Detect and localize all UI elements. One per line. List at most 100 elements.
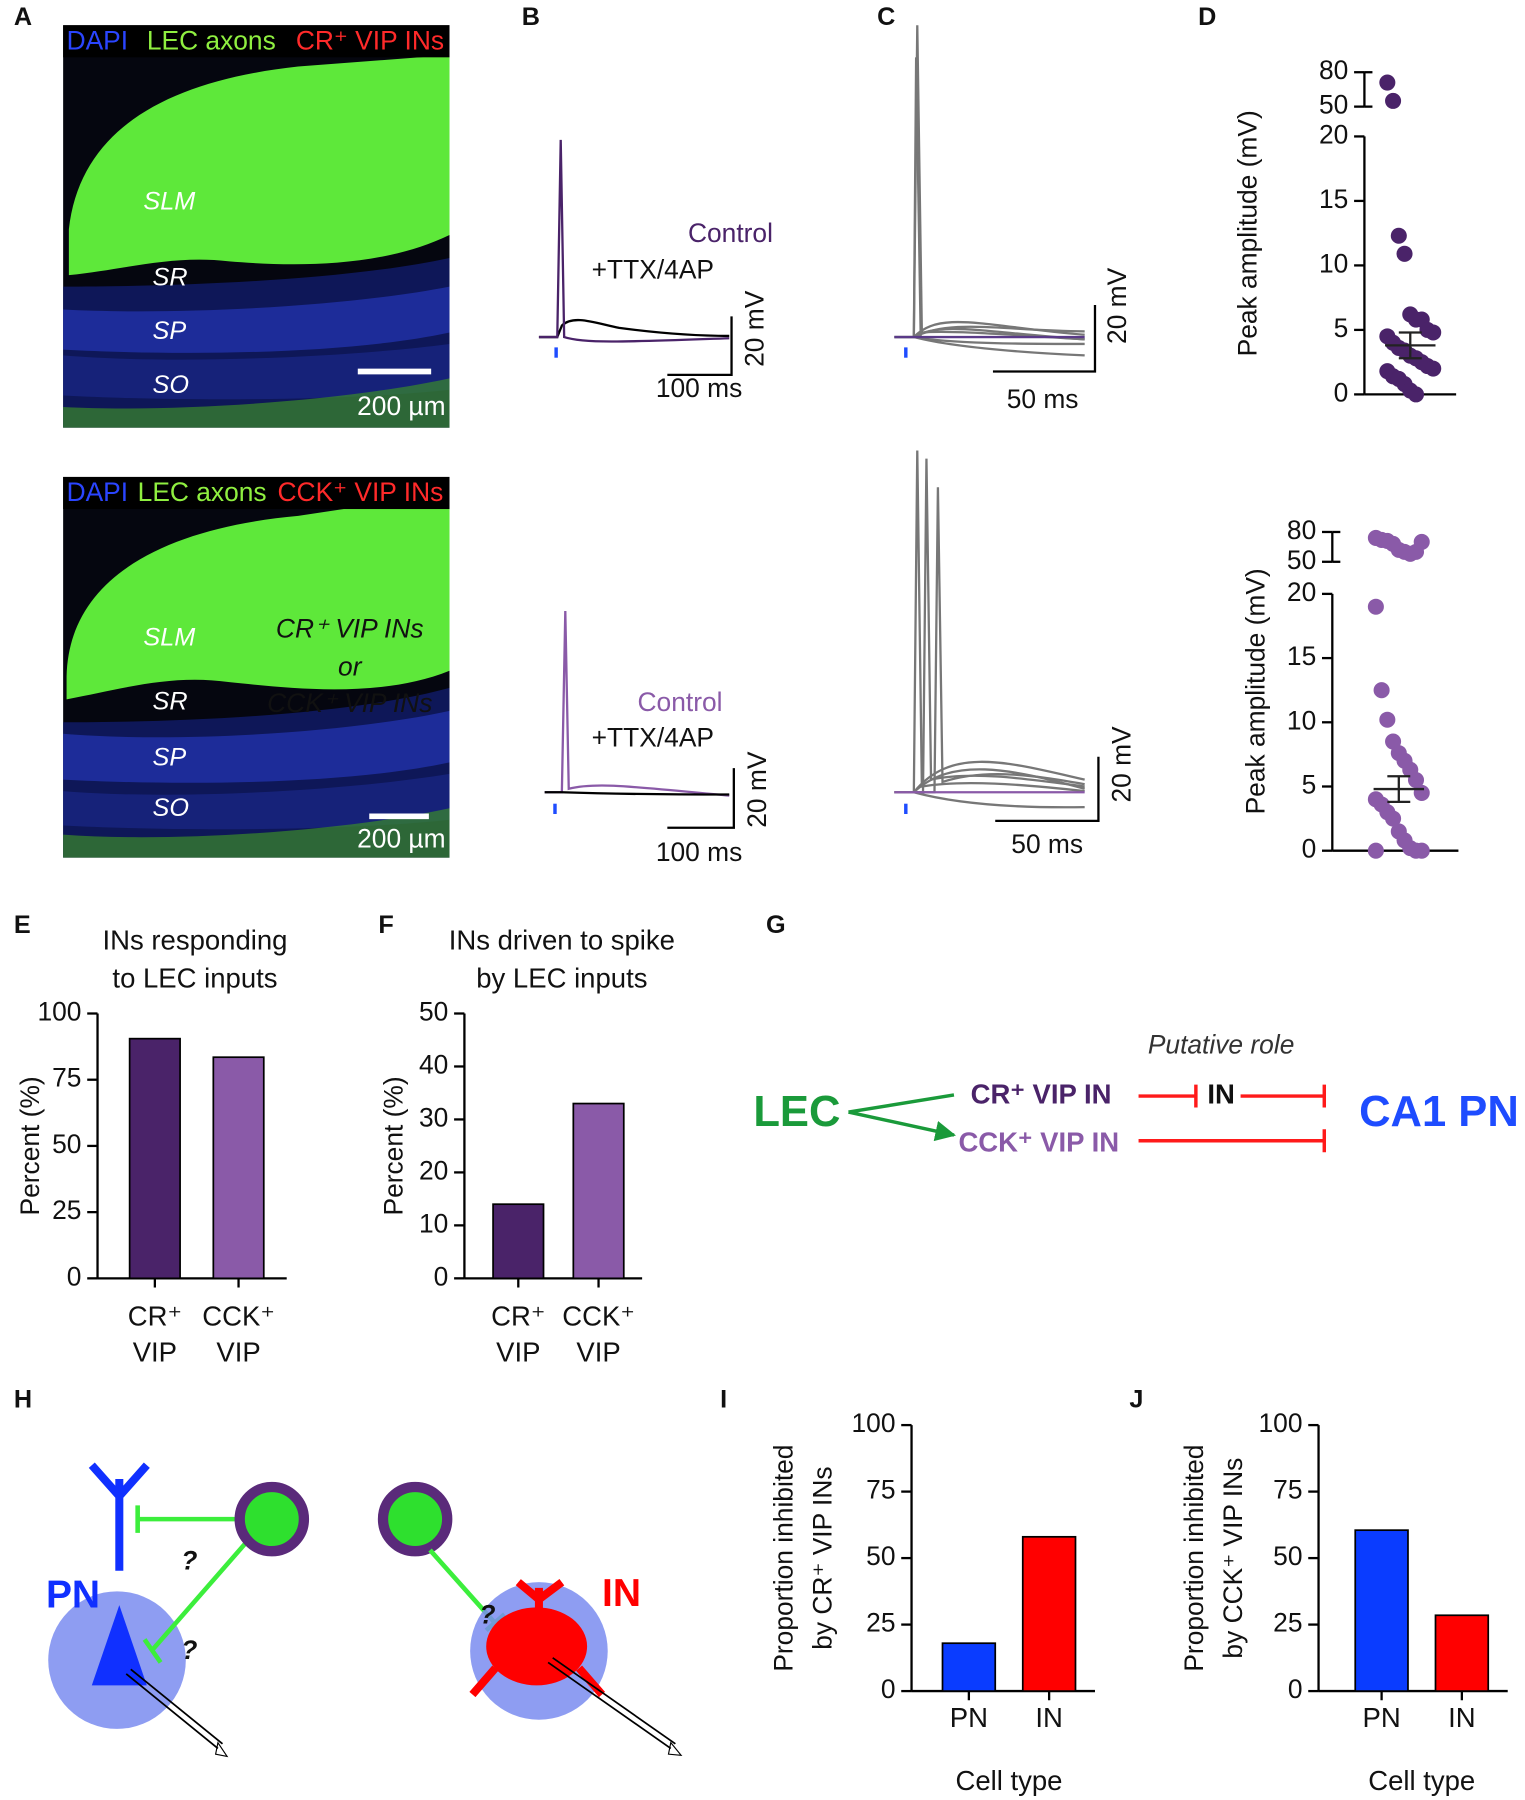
y-tick-label: 20 bbox=[1287, 577, 1316, 607]
y-tick-label: 15 bbox=[1287, 641, 1316, 671]
y-tick-label: 75 bbox=[866, 1475, 895, 1505]
data-point bbox=[1425, 324, 1442, 341]
region-label: SLM bbox=[143, 188, 195, 216]
y-tick-label: 80 bbox=[1287, 515, 1316, 545]
chart-title: INs responding bbox=[102, 925, 287, 956]
overlay-panel: 50 ms 20 mV 50 ms 20 mV bbox=[894, 25, 1137, 859]
legend-label: Control bbox=[688, 218, 773, 248]
panel-label: C bbox=[877, 3, 895, 31]
y-axis-label: by CCK⁺ VIP INs bbox=[1218, 1458, 1248, 1659]
bar bbox=[128, 1037, 181, 1280]
y-tick-label: 75 bbox=[52, 1063, 81, 1093]
micrograph: DAPI LEC axons CR⁺ VIP INs SLM SR SP SO … bbox=[63, 25, 450, 428]
data-point bbox=[1413, 533, 1430, 550]
y-tick-label: 50 bbox=[1273, 1541, 1302, 1571]
data-point bbox=[1379, 711, 1396, 728]
y-tick-label: 0 bbox=[67, 1261, 82, 1291]
diagram-title: Putative role bbox=[1148, 1030, 1295, 1060]
region-label: SP bbox=[153, 744, 187, 772]
y-tick-label: 5 bbox=[1302, 769, 1317, 799]
chart-title: INs driven to spike bbox=[449, 925, 675, 956]
data-point bbox=[1367, 842, 1384, 859]
node: IN bbox=[1207, 1078, 1235, 1109]
y-tick-label: 25 bbox=[52, 1195, 81, 1225]
x-tick-label: PN bbox=[950, 1702, 988, 1733]
y-tick-label: 100 bbox=[37, 996, 81, 1026]
stain-label: LEC axons bbox=[147, 25, 276, 55]
y-tick-label: 20 bbox=[419, 1155, 448, 1185]
trace-panel: Control +TTX/4AP 100 ms 20 mV Control +T… bbox=[538, 139, 773, 867]
region-label: SLM bbox=[143, 623, 195, 651]
scale-label: 100 ms bbox=[656, 373, 742, 403]
x-tick-label: CCK⁺ bbox=[562, 1301, 635, 1332]
legend-label: +TTX/4AP bbox=[592, 255, 714, 285]
y-tick-label: 10 bbox=[1287, 705, 1316, 735]
x-tick-label: VIP bbox=[133, 1336, 177, 1367]
scale-label: 20 mV bbox=[1107, 726, 1137, 803]
cell-label: PN bbox=[46, 1573, 100, 1616]
node: LEC bbox=[753, 1088, 840, 1136]
data-point bbox=[1385, 92, 1402, 109]
y-tick-label: 50 bbox=[419, 996, 448, 1026]
data-point bbox=[1413, 842, 1430, 859]
legend-label: Control bbox=[638, 687, 723, 717]
legend-label: +TTX/4AP bbox=[592, 722, 714, 752]
y-tick-label: 50 bbox=[1319, 90, 1348, 120]
diagram-title: CCK⁺ VIP INs bbox=[267, 688, 432, 718]
region-label: SR bbox=[153, 263, 188, 291]
x-tick-label: VIP bbox=[496, 1336, 540, 1367]
node: CR⁺ VIP IN bbox=[971, 1078, 1112, 1109]
circuit-diagram: Putative role LEC CR⁺ VIP IN IN CCK⁺ VIP… bbox=[753, 1030, 1518, 1158]
panel-label: H bbox=[14, 1386, 32, 1414]
bar bbox=[212, 1056, 265, 1280]
node: CCK⁺ VIP IN bbox=[958, 1126, 1119, 1157]
y-tick-label: 25 bbox=[1273, 1608, 1302, 1638]
x-axis-label: Cell type bbox=[1368, 1765, 1475, 1796]
chart-title: to LEC inputs bbox=[112, 963, 277, 994]
y-tick-label: 0 bbox=[1334, 377, 1349, 407]
bar bbox=[941, 1642, 997, 1692]
bar bbox=[492, 1203, 545, 1280]
panel-label: F bbox=[378, 911, 393, 939]
y-tick-label: 40 bbox=[419, 1049, 448, 1079]
x-axis-label: Cell type bbox=[955, 1765, 1062, 1796]
data-point bbox=[1373, 682, 1390, 699]
data-point bbox=[1407, 772, 1425, 789]
stain-label: DAPI bbox=[67, 477, 129, 507]
y-axis-label: Peak amplitude (mV) bbox=[1233, 110, 1263, 356]
scale-label: 20 mV bbox=[740, 290, 770, 367]
unknown-mark: ? bbox=[181, 1546, 197, 1576]
cell-diagram: CR⁺ VIP INs or CCK⁺ VIP INs PN ? ? IN ? bbox=[46, 614, 683, 1758]
y-tick-label: 5 bbox=[1334, 313, 1349, 343]
y-tick-label: 50 bbox=[866, 1541, 895, 1571]
stain-label: CR⁺ VIP INs bbox=[296, 25, 444, 55]
y-tick-label: 50 bbox=[1287, 545, 1316, 575]
bar bbox=[1021, 1535, 1077, 1692]
stain-label: DAPI bbox=[67, 25, 129, 55]
x-tick-label: PN bbox=[1363, 1702, 1401, 1733]
y-tick-label: 100 bbox=[1259, 1408, 1303, 1438]
panel-label: G bbox=[766, 911, 786, 939]
y-tick-label: 75 bbox=[1273, 1475, 1302, 1505]
data-point bbox=[1407, 386, 1425, 403]
unknown-mark: ? bbox=[479, 1600, 495, 1630]
y-tick-label: 0 bbox=[1288, 1674, 1303, 1704]
data-point bbox=[1367, 598, 1384, 615]
scale-label: 100 ms bbox=[656, 837, 742, 867]
y-axis-label: Percent (%) bbox=[379, 1076, 409, 1215]
y-axis-label: by CR⁺ VIP INs bbox=[807, 1466, 837, 1649]
y-axis-label: Proportion inhibited bbox=[1179, 1445, 1209, 1672]
y-tick-label: 0 bbox=[434, 1261, 449, 1291]
panel-label: D bbox=[1198, 3, 1216, 31]
diagram-title: or bbox=[338, 651, 363, 681]
y-axis-label: Percent (%) bbox=[15, 1076, 45, 1215]
x-tick-label: VIP bbox=[576, 1336, 620, 1367]
y-tick-label: 0 bbox=[1302, 834, 1317, 864]
y-axis-label: Peak amplitude (mV) bbox=[1241, 568, 1271, 814]
x-tick-label: CR⁺ bbox=[128, 1301, 182, 1332]
bar bbox=[572, 1102, 625, 1280]
y-tick-label: 15 bbox=[1319, 184, 1348, 214]
y-tick-label: 10 bbox=[419, 1208, 448, 1238]
y-axis-label: Proportion inhibited bbox=[768, 1445, 798, 1672]
